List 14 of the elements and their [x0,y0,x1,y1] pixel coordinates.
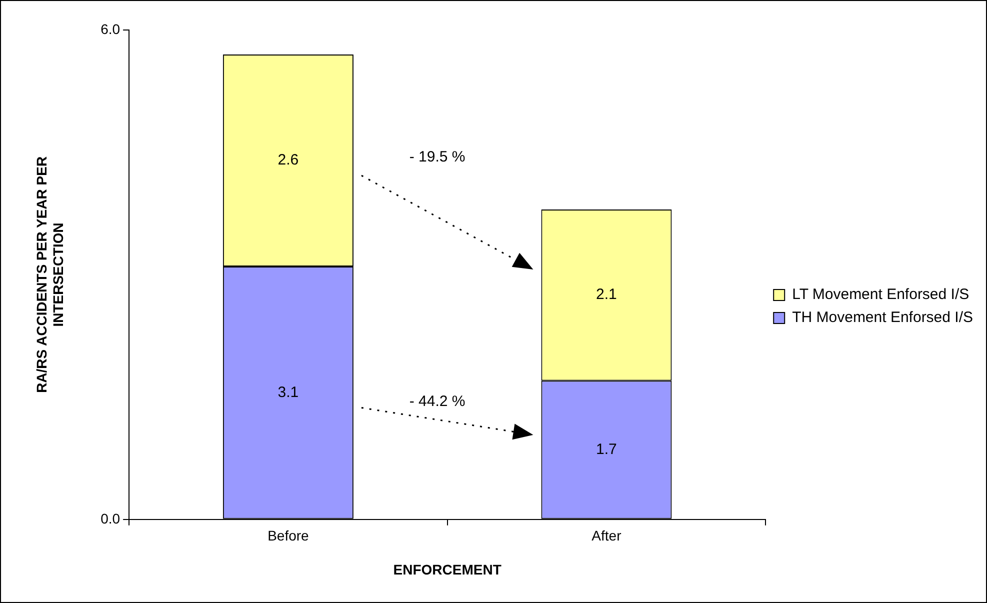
x-axis-title: ENFORCEMENT [393,561,502,578]
data-label: 2.6 [278,152,299,169]
legend-label: TH Movement Enforsed I/S [792,309,974,326]
annotation: - 44.2 % [409,393,466,410]
legend-label: LT Movement Enforsed I/S [792,286,970,304]
data-label: 1.7 [596,440,617,458]
y-tick-label: 0.0 [100,510,120,526]
y-axis-title: RA/RS ACCIDENTS PER YEAR PER INTERSECTION [33,156,66,393]
annotation: - 19.5 % [409,148,466,166]
x-tick-label: After [592,528,622,544]
x-tick-label: Before [268,528,310,544]
data-label: 3.1 [278,384,299,401]
data-label: 2.1 [596,286,617,304]
y-tick-label: 6.0 [100,20,120,37]
